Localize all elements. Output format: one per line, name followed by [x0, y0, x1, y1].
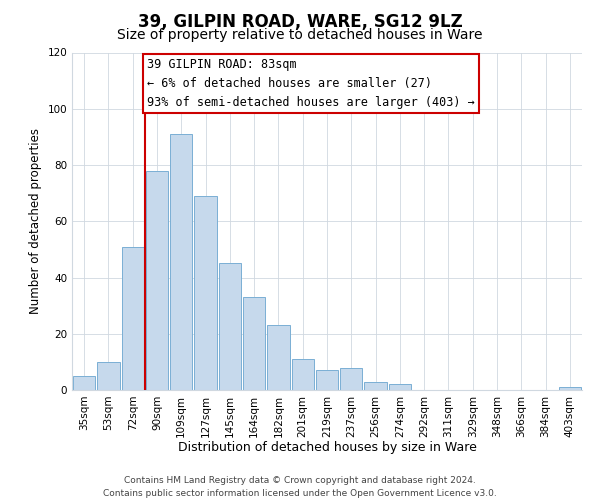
- Bar: [559, 387, 581, 390]
- Bar: [170, 134, 193, 390]
- Bar: [340, 368, 362, 390]
- Y-axis label: Number of detached properties: Number of detached properties: [29, 128, 42, 314]
- Bar: [292, 359, 314, 390]
- Bar: [243, 297, 265, 390]
- Bar: [146, 170, 168, 390]
- Bar: [267, 326, 290, 390]
- Bar: [218, 264, 241, 390]
- Text: 39 GILPIN ROAD: 83sqm
← 6% of detached houses are smaller (27)
93% of semi-detac: 39 GILPIN ROAD: 83sqm ← 6% of detached h…: [147, 58, 475, 109]
- Text: Contains HM Land Registry data © Crown copyright and database right 2024.
Contai: Contains HM Land Registry data © Crown c…: [103, 476, 497, 498]
- X-axis label: Distribution of detached houses by size in Ware: Distribution of detached houses by size …: [178, 441, 476, 454]
- Bar: [389, 384, 411, 390]
- Bar: [122, 246, 144, 390]
- Bar: [316, 370, 338, 390]
- Bar: [97, 362, 119, 390]
- Text: Size of property relative to detached houses in Ware: Size of property relative to detached ho…: [117, 28, 483, 42]
- Bar: [364, 382, 387, 390]
- Bar: [73, 376, 95, 390]
- Bar: [194, 196, 217, 390]
- Text: 39, GILPIN ROAD, WARE, SG12 9LZ: 39, GILPIN ROAD, WARE, SG12 9LZ: [137, 12, 463, 30]
